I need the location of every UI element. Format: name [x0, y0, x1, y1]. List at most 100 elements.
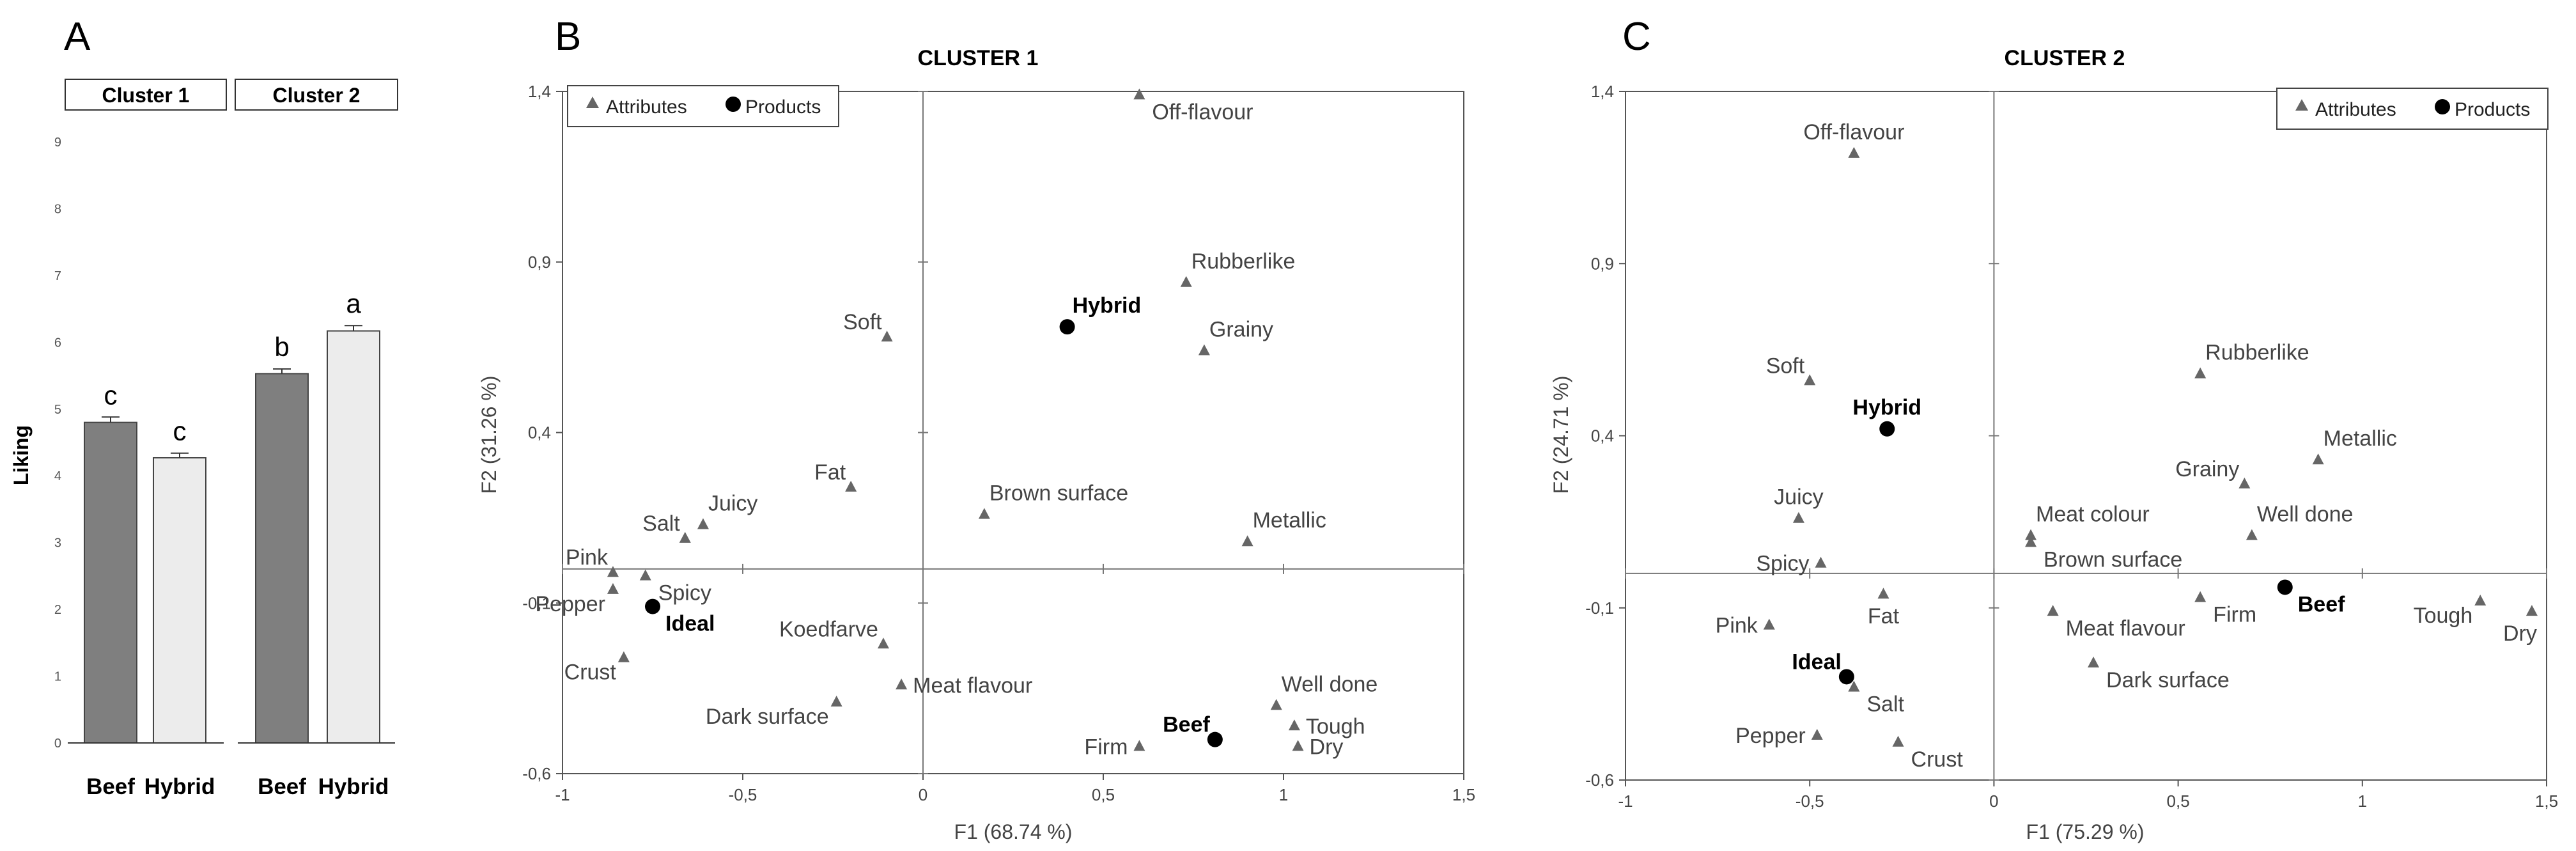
attribute-marker-dark-surface: [830, 695, 842, 707]
y-tick-label: 0,9: [1591, 254, 1614, 273]
attribute-label-off-flavour: Off-flavour: [1152, 100, 1253, 124]
attribute-label-crust: Crust: [564, 660, 617, 685]
x-tick-label: 0,5: [1092, 785, 1115, 804]
attribute-marker-pink: [607, 566, 619, 577]
y-tick-label: 2: [54, 603, 61, 617]
attribute-label-juicy: Juicy: [1774, 485, 1823, 510]
attribute-label-spicy: Spicy: [658, 581, 711, 605]
attribute-label-grainy: Grainy: [2175, 457, 2239, 481]
attribute-marker-rubberlike: [2194, 367, 2207, 379]
attribute-label-soft: Soft: [1766, 354, 1805, 378]
attribute-marker-crust: [1892, 735, 1904, 747]
product-label-beef: Beef: [1163, 713, 1210, 737]
attribute-marker-grainy: [1198, 344, 1210, 355]
y-tick-label: -0,1: [522, 593, 551, 613]
attribute-label-well-done: Well done: [2257, 503, 2354, 527]
x-tick-label: -0,5: [729, 785, 757, 804]
panel-b-xlabel: F1 (68.74 %): [954, 820, 1073, 843]
attribute-marker-off-flavour: [1848, 146, 1860, 158]
attribute-label-tough: Tough: [2414, 604, 2473, 628]
x-tick-label: -1: [555, 785, 570, 804]
attribute-label-pepper: Pepper: [1735, 724, 1806, 748]
attribute-label-well-done: Well done: [1282, 672, 1378, 696]
panel-letter-c: C: [1622, 15, 1651, 59]
attribute-label-off-flavour: Off-flavour: [1803, 120, 1904, 144]
significance-letter: b: [274, 332, 289, 362]
panel-b-plot-area: -1 -0,5 0 0,5 1 1,5 -0,6 -0,1 0,4 0,9 1,4 Off-flavo…: [522, 82, 1475, 804]
legend-product-marker: [725, 97, 741, 112]
attribute-marker-metallic: [1241, 535, 1253, 547]
plot-frame: [562, 91, 1464, 774]
product-label-hybrid: Hybrid: [1073, 293, 1142, 318]
attribute-label-salt: Salt: [642, 511, 680, 536]
y-tick-label: 1,4: [528, 82, 551, 101]
attribute-marker-pepper: [607, 582, 619, 594]
attribute-marker-off-flavour: [1133, 88, 1145, 100]
attribute-label-rubberlike: Rubberlike: [1191, 249, 1296, 274]
attribute-marker-brown-surface: [978, 508, 990, 519]
significance-letter: a: [346, 288, 361, 318]
y-tick-label: 3: [54, 536, 61, 550]
legend-attributes-label: Attributes: [606, 97, 687, 118]
x-tick-label: 0: [1989, 792, 1998, 811]
x-tick-label: 0: [919, 785, 927, 804]
panel-c-xlabel: F1 (75.29 %): [2026, 820, 2145, 843]
product-marker-ideal: [645, 598, 660, 614]
legend-attribute-marker: [2295, 99, 2308, 111]
attribute-marker-dark-surface: [2088, 656, 2100, 668]
attribute-marker-spicy: [1815, 556, 1827, 568]
attribute-label-meat-flavour: Meat flavour: [2066, 616, 2185, 641]
plot-frame: [1625, 91, 2547, 781]
significance-letter: c: [173, 416, 187, 446]
attribute-marker-juicy: [697, 518, 709, 529]
significance-letter: c: [104, 380, 118, 410]
product-marker-beef: [2277, 579, 2293, 595]
attribute-marker-dry: [1292, 740, 1304, 751]
panel-c-legend: Attributes Products: [2276, 88, 2549, 130]
bar-cluster-1-hybrid: [153, 457, 206, 744]
attribute-label-meat-flavour: Meat flavour: [913, 673, 1032, 698]
product-marker-hybrid: [1059, 319, 1075, 335]
attribute-marker-fat: [1877, 588, 1889, 599]
x-category-label: Beef: [258, 774, 306, 799]
bar-cluster-1-beef: [84, 421, 137, 744]
panel-a-yticks: 0 1 2 3 4 5 6 7 8 9: [54, 136, 61, 751]
attribute-marker-meat-flavour: [896, 678, 908, 690]
attribute-marker-well-done: [1270, 699, 1282, 710]
x-category-label: Hybrid: [144, 774, 215, 799]
attribute-marker-firm: [1133, 740, 1145, 751]
attribute-label-metallic: Metallic: [1253, 508, 1326, 533]
attribute-marker-brown-surface: [2025, 536, 2037, 547]
attribute-marker-tough: [1288, 719, 1300, 731]
attribute-marker-pink: [1763, 618, 1775, 630]
attribute-label-salt: Salt: [1866, 692, 1904, 717]
attribute-label-crust: Crust: [1911, 747, 1964, 772]
attribute-label-spicy: Spicy: [1756, 552, 1809, 576]
attribute-marker-salt: [1848, 680, 1860, 692]
panel-c-biplot: CLUSTER 2 F1 (75.29 %) F2 (24.71 %) -1 -0…: [1549, 46, 2558, 843]
y-tick-label: 0,4: [1591, 426, 1614, 446]
y-tick-label: 4: [54, 469, 61, 483]
y-tick-label: 5: [54, 403, 61, 417]
attribute-marker-meat-flavour: [2047, 605, 2059, 616]
y-tick-label: 0,9: [528, 253, 551, 272]
panel-c-title: CLUSTER 2: [2005, 46, 2125, 70]
legend-products-label: Products: [2455, 99, 2530, 120]
attribute-label-rubberlike: Rubberlike: [2205, 341, 2309, 365]
panel-c-legend-box: [2276, 88, 2549, 130]
y-tick-label: -0,6: [522, 764, 551, 783]
strip-cluster-2: [235, 79, 398, 111]
attribute-label-dry: Dry: [1310, 735, 1344, 759]
strip-label-cluster-2: Cluster 2: [273, 84, 361, 107]
y-tick-label: -0,6: [1585, 770, 1614, 790]
product-label-ideal: Ideal: [665, 612, 715, 636]
bar-cluster-2-hybrid: [327, 330, 380, 744]
y-tick-label: 0: [54, 737, 61, 751]
attribute-label-metallic: Metallic: [2324, 426, 2397, 451]
y-tick-label: 7: [54, 269, 61, 283]
attribute-marker-firm: [2194, 591, 2207, 602]
strip-cluster-1: [65, 79, 227, 111]
attribute-marker-juicy: [1792, 511, 1804, 523]
x-tick-label: 1: [2358, 792, 2367, 811]
